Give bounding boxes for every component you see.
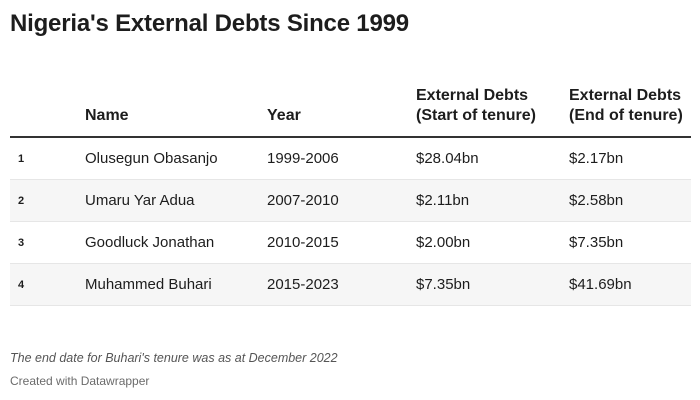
table-row: 4 Muhammed Buhari 2015-2023 $7.35bn $41.… (10, 263, 691, 306)
row-end-debt: $2.58bn (569, 179, 691, 222)
header-start-debt[interactable]: External Debts (Start of tenure) (416, 86, 569, 138)
row-end-debt: $7.35bn (569, 221, 691, 264)
row-start-debt: $7.35bn (416, 263, 569, 306)
row-rank: 4 (10, 263, 85, 306)
table-row: 2 Umaru Yar Adua 2007-2010 $2.11bn $2.58… (10, 179, 691, 222)
row-name: Goodluck Jonathan (85, 221, 267, 264)
footnote: The end date for Buhari's tenure was as … (10, 351, 338, 365)
header-year[interactable]: Year (267, 86, 416, 138)
debt-table: Name Year External Debts (Start of tenur… (10, 86, 691, 306)
credit-line[interactable]: Created with Datawrapper (10, 374, 150, 388)
row-name: Muhammed Buhari (85, 263, 267, 306)
row-year: 1999-2006 (267, 137, 416, 180)
row-name: Umaru Yar Adua (85, 179, 267, 222)
table-header-row: Name Year External Debts (Start of tenur… (10, 86, 691, 138)
row-rank: 3 (10, 221, 85, 264)
row-start-debt: $28.04bn (416, 137, 569, 180)
row-year: 2015-2023 (267, 263, 416, 306)
row-name: Olusegun Obasanjo (85, 137, 267, 180)
row-year: 2007-2010 (267, 179, 416, 222)
row-end-debt: $41.69bn (569, 263, 691, 306)
header-name[interactable]: Name (85, 86, 267, 138)
table-row: 3 Goodluck Jonathan 2010-2015 $2.00bn $7… (10, 221, 691, 264)
row-start-debt: $2.00bn (416, 221, 569, 264)
header-end-debt[interactable]: External Debts (End of tenure) (569, 86, 691, 138)
header-rank (10, 86, 85, 138)
table-row: 1 Olusegun Obasanjo 1999-2006 $28.04bn $… (10, 137, 691, 180)
row-end-debt: $2.17bn (569, 137, 691, 180)
row-rank: 1 (10, 137, 85, 180)
chart-title: Nigeria's External Debts Since 1999 (10, 10, 409, 37)
row-rank: 2 (10, 179, 85, 222)
row-year: 2010-2015 (267, 221, 416, 264)
row-start-debt: $2.11bn (416, 179, 569, 222)
